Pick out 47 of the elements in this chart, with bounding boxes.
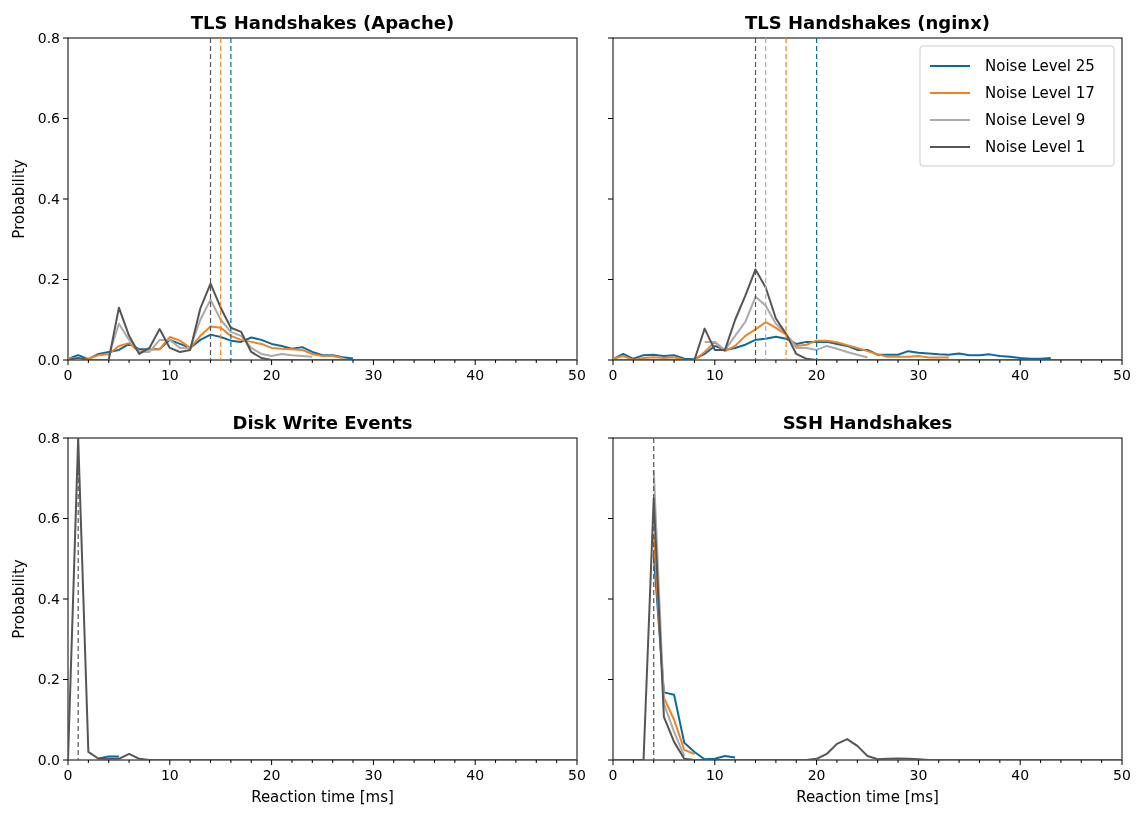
chart-title: Disk Write Events <box>232 412 413 433</box>
x-tick-label: 40 <box>1011 367 1030 383</box>
y-axis-title: Probability <box>10 159 28 239</box>
x-tick-label: 0 <box>63 767 73 783</box>
y-axis-title: Probability <box>10 559 28 639</box>
y-tick-label: 0.8 <box>37 29 60 46</box>
x-tick-label: 20 <box>807 367 826 383</box>
chart-title: SSH Handshakes <box>782 412 953 433</box>
x-tick-label: 50 <box>1113 767 1131 783</box>
legend-label: Noise Level 25 <box>985 57 1095 76</box>
y-tick-label: 0.4 <box>37 190 61 207</box>
x-tick-label: 0 <box>63 367 73 383</box>
y-tick-label: 0.8 <box>37 429 60 446</box>
x-tick-label: 10 <box>705 367 724 383</box>
x-tick-label: 40 <box>466 367 485 383</box>
x-tick-label: 10 <box>705 767 724 783</box>
x-tick-label: 20 <box>807 767 826 783</box>
y-tick-label: 0.2 <box>37 671 60 688</box>
x-tick-label: 40 <box>466 767 485 783</box>
x-tick-label: 10 <box>160 367 179 383</box>
y-tick-label: 0.0 <box>37 351 60 368</box>
x-tick-label: 10 <box>160 767 179 783</box>
legend-label: Noise Level 17 <box>985 84 1095 103</box>
line-series <box>107 298 314 358</box>
x-tick-label: 30 <box>909 767 928 783</box>
x-tick-label: 20 <box>262 767 281 783</box>
y-tick-label: 0.6 <box>37 110 61 127</box>
x-tick-label: 50 <box>568 767 586 783</box>
x-tick-label: 50 <box>568 367 586 383</box>
legend-label: Noise Level 1 <box>985 138 1086 157</box>
x-tick-label: 40 <box>1011 767 1030 783</box>
x-tick-label: 30 <box>364 767 383 783</box>
x-tick-label: 30 <box>364 367 383 383</box>
legend-label: Noise Level 9 <box>985 111 1086 130</box>
y-tick-label: 0.4 <box>37 590 61 607</box>
x-tick-label: 0 <box>608 367 618 383</box>
y-tick-label: 0.2 <box>37 271 60 288</box>
x-axis-title: Reaction time [ms] <box>796 788 939 806</box>
y-tick-label: 0.6 <box>37 510 61 527</box>
x-tick-label: 20 <box>262 367 281 383</box>
chart-title: TLS Handshakes (nginx) <box>745 12 990 33</box>
y-tick-label: 0.0 <box>37 751 60 768</box>
x-tick-label: 0 <box>608 767 618 783</box>
chart-title: TLS Handshakes (Apache) <box>190 12 455 33</box>
x-tick-label: 30 <box>909 367 928 383</box>
x-axis-title: Reaction time [ms] <box>251 788 394 806</box>
x-tick-label: 50 <box>1113 367 1131 383</box>
